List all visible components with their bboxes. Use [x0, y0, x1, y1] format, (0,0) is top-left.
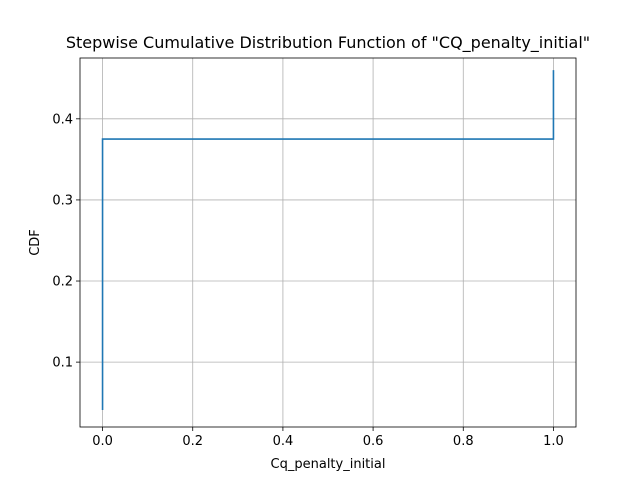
- chart-title: Stepwise Cumulative Distribution Functio…: [66, 33, 590, 53]
- series-layer: [101, 70, 555, 410]
- grid-layer: [80, 58, 576, 427]
- y-tick-label: 0.4: [52, 112, 73, 127]
- y-tick-label: 0.3: [52, 193, 73, 208]
- plot-frame: [79, 57, 577, 428]
- y-axis-label: CDF: [28, 229, 43, 256]
- y-axis-ticks: 0.1 0.2 0.3 0.4: [52, 112, 80, 371]
- y-tick-label: 0.2: [52, 275, 73, 290]
- x-tick-label: 1.0: [543, 434, 564, 449]
- x-axis-ticks: 0.0 0.2 0.4 0.6 0.8 1.0: [92, 427, 564, 449]
- x-tick-label: 0.0: [92, 434, 113, 449]
- x-tick-label: 0.6: [363, 434, 384, 449]
- x-axis-label: Cq_penalty_initial: [271, 457, 386, 472]
- x-tick-label: 0.2: [182, 434, 203, 449]
- x-tick-label: 0.4: [273, 434, 294, 449]
- x-tick-label: 0.8: [453, 434, 474, 449]
- y-tick-label: 0.1: [52, 356, 73, 371]
- cdf-step-line: [101, 70, 555, 410]
